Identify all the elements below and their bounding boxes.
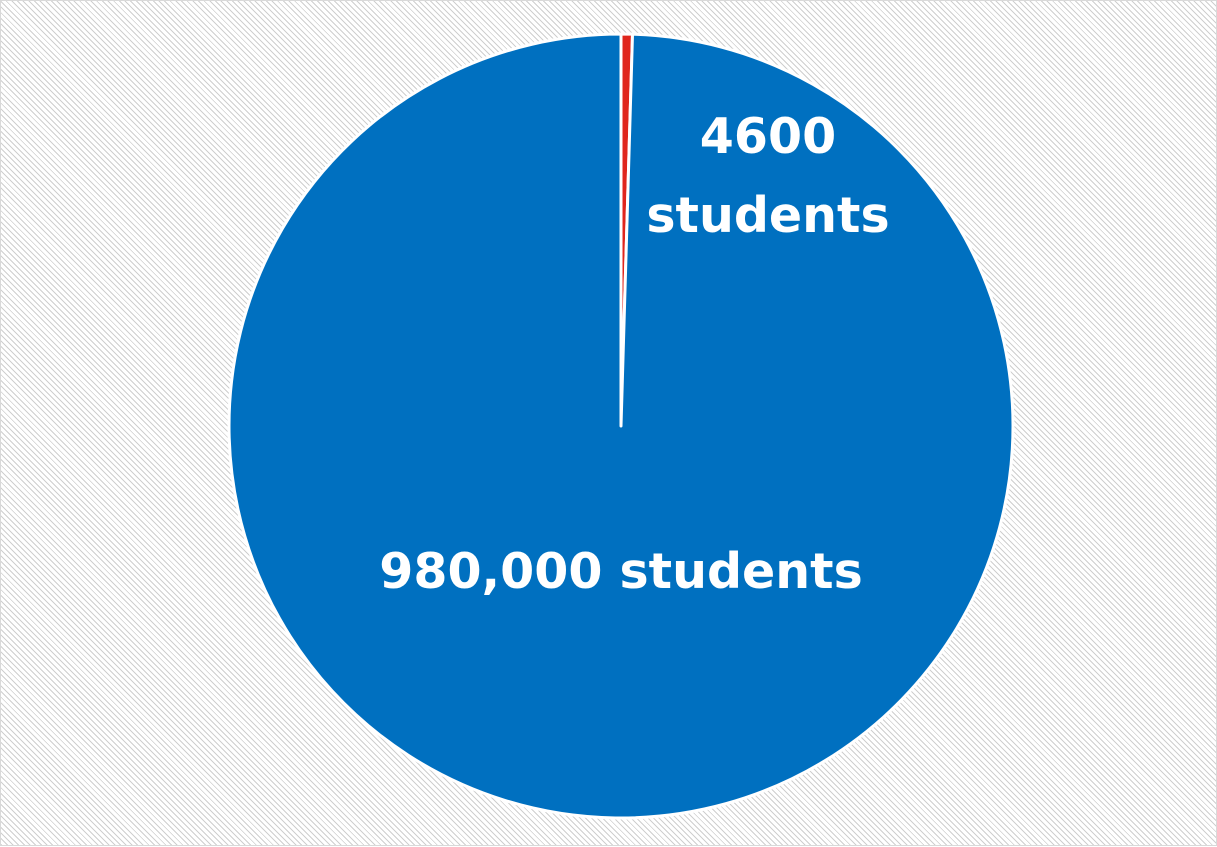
- pie-labels: 4600 students 980,000 students: [379, 108, 889, 600]
- pie-slice-large: [227, 32, 1015, 820]
- slice-label-small-count: 4600: [700, 108, 836, 165]
- pie-slices: [227, 32, 1015, 820]
- slice-label-small-unit: students: [646, 187, 889, 244]
- slice-label-large: 980,000 students: [379, 543, 863, 600]
